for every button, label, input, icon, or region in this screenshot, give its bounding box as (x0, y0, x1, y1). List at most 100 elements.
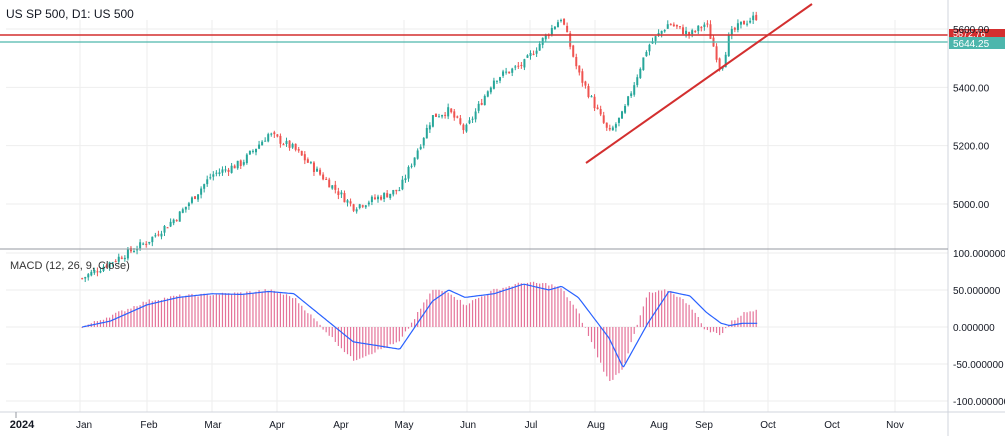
candle-body (114, 261, 117, 263)
candle-body (468, 120, 471, 124)
candle-body (590, 96, 593, 98)
candle-body (584, 81, 587, 86)
candle-body (477, 103, 480, 111)
candle-body (416, 150, 419, 159)
candle-body (364, 205, 367, 208)
macd-signal-line (82, 283, 758, 368)
price-tick-label: 5400.00 (953, 83, 990, 94)
candle-body (529, 52, 532, 56)
candle-body (355, 209, 358, 212)
candle-body (273, 132, 276, 135)
candle-body (678, 26, 681, 28)
candle-body (752, 15, 755, 21)
candle-body (200, 188, 203, 195)
candle-body (154, 235, 157, 237)
candles-layer (81, 11, 758, 283)
time-tick-label: Oct (824, 420, 840, 431)
candle-body (630, 93, 633, 96)
time-tick-label: Jan (76, 420, 92, 431)
candle-body (306, 159, 309, 163)
candle-body (215, 172, 218, 174)
candle-body (746, 23, 749, 25)
candle-body (90, 271, 93, 276)
candle-body (303, 154, 306, 161)
candle-body (224, 169, 227, 171)
candle-body (544, 34, 547, 40)
price-tick-label: 5600.00 (953, 25, 990, 36)
candle-body (145, 243, 148, 245)
candle-body (221, 169, 224, 173)
candle-body (691, 30, 694, 35)
candle-body (392, 190, 395, 195)
time-tick-label: Aug (587, 420, 605, 431)
candle-body (730, 28, 733, 36)
candle-body (636, 77, 639, 86)
candle-body (605, 122, 608, 128)
candle-body (566, 25, 569, 33)
candle-body (285, 140, 288, 145)
candle-body (538, 43, 541, 51)
candle-body (517, 65, 520, 67)
candle-body (123, 257, 126, 260)
candle-body (190, 197, 193, 203)
candle-body (462, 124, 465, 131)
candle-body (236, 160, 239, 169)
candle-body (413, 157, 416, 166)
candle-body (663, 29, 666, 32)
macd-tick-label: 0.000000 (953, 323, 995, 334)
candle-body (599, 109, 602, 115)
candle-body (666, 24, 669, 29)
candle-body (419, 146, 422, 150)
grid-layer (6, 20, 948, 412)
candle-body (373, 197, 376, 200)
candle-body (727, 35, 730, 57)
candle-body (541, 37, 544, 45)
candle-body (370, 196, 373, 203)
candle-body (401, 179, 404, 190)
macd-tick-label: -100.000000 (953, 397, 1005, 408)
candle-body (279, 135, 282, 144)
candle-body (184, 206, 187, 210)
candle-body (270, 133, 273, 135)
candle-body (136, 249, 139, 251)
candle-body (105, 265, 108, 268)
candle-body (688, 32, 691, 35)
candle-body (410, 165, 413, 167)
candle-body (718, 58, 721, 68)
time-tick-label: Jul (525, 420, 538, 431)
candle-body (617, 117, 620, 123)
candle-body (483, 95, 486, 106)
candle-body (316, 168, 319, 172)
candle-body (160, 233, 163, 237)
candle-body (380, 196, 383, 200)
candle-body (502, 71, 505, 76)
candle-body (148, 241, 151, 244)
candle-body (514, 66, 517, 68)
candle-body (682, 27, 685, 34)
candle-body (556, 22, 559, 28)
candle-body (535, 50, 538, 54)
candle-body (294, 143, 297, 150)
candle-body (404, 178, 407, 181)
macd-tick-label: 50.000000 (953, 286, 1001, 297)
candle-body (709, 24, 712, 39)
candle-body (441, 115, 444, 117)
candle-body (505, 71, 508, 73)
candle-body (322, 174, 325, 180)
candle-body (736, 23, 739, 30)
candle-body (474, 111, 477, 120)
candle-body (685, 30, 688, 34)
candle-body (675, 24, 678, 27)
candle-body (218, 172, 221, 174)
candle-body (96, 271, 99, 273)
candle-body (276, 134, 279, 137)
candle-body (434, 113, 437, 117)
resistance-price-label: 5672.76 (953, 29, 986, 39)
candle-body (377, 196, 380, 200)
time-tick-label: Aug (650, 420, 668, 431)
candle-body (639, 68, 642, 78)
candle-body (495, 80, 498, 82)
time-tick-label: Jun (460, 420, 476, 431)
